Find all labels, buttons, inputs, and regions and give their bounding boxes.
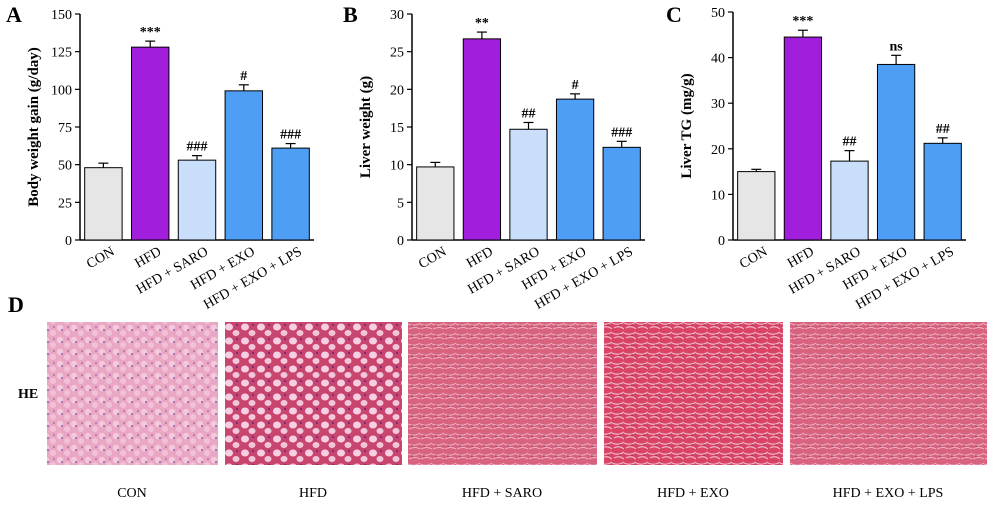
histology-images (47, 322, 987, 465)
bar (555, 98, 595, 241)
bar (876, 63, 916, 241)
y-tick-label: 40 (711, 52, 725, 67)
panel-label: D (8, 292, 24, 317)
y-tick-label: 25 (58, 196, 72, 211)
significance-label: ## (843, 135, 857, 150)
y-tick-label: 50 (711, 6, 725, 21)
y-tick-label: 150 (51, 8, 72, 23)
x-tick-label: HFD (132, 244, 164, 271)
y-tick-label: 30 (390, 8, 404, 23)
bar (416, 166, 455, 241)
histology-image (408, 322, 597, 465)
bar (177, 159, 217, 241)
y-tick-label: 50 (58, 159, 72, 174)
bar (737, 171, 776, 241)
panel-label: C (666, 2, 682, 27)
bar (509, 128, 548, 241)
significance-label: ** (475, 16, 489, 31)
significance-label: ## (522, 106, 536, 121)
panel-label: B (343, 2, 358, 27)
y-tick-label: 10 (390, 159, 404, 174)
y-tick-label: 75 (58, 121, 72, 136)
x-tick-label: CON (84, 244, 117, 272)
x-tick-label: CON (737, 244, 770, 272)
y-tick-label: 20 (390, 83, 404, 98)
x-tick-label: CON (416, 244, 449, 272)
y-tick-label: 25 (390, 46, 404, 61)
caption: HFD + EXO (657, 486, 729, 501)
y-tick-label: 0 (397, 234, 404, 249)
y-tick-label: 30 (711, 97, 725, 112)
histology-image (225, 322, 402, 465)
significance-label: ## (936, 122, 950, 137)
bar (783, 36, 823, 241)
bar (271, 147, 310, 241)
y-tick-label: 100 (51, 83, 72, 98)
significance-label: # (240, 69, 247, 84)
bar (130, 46, 170, 241)
significance-label: ### (187, 140, 208, 155)
bar (923, 142, 962, 241)
y-tick-label: 0 (65, 234, 72, 249)
significance-label: ### (611, 125, 632, 140)
x-tick-label: HFD (464, 244, 496, 271)
significance-label: ### (280, 128, 301, 143)
bar (84, 167, 123, 241)
bar (602, 146, 641, 241)
bar (224, 90, 264, 241)
y-axis-label: Liver TG (mg/g) (679, 73, 695, 178)
caption: CON (117, 486, 147, 501)
histology-image (604, 322, 783, 465)
caption: HFD + EXO + LPS (833, 486, 944, 501)
significance-label: *** (140, 25, 161, 40)
bar (462, 38, 502, 241)
y-axis-label: Liver weight (g) (358, 76, 374, 178)
y-tick-label: 20 (711, 143, 725, 158)
bar (830, 160, 869, 241)
significance-label: ns (889, 39, 903, 54)
significance-label: *** (792, 14, 813, 29)
stain-label: HE (18, 387, 38, 402)
histology-image (47, 322, 218, 465)
histology-image (790, 322, 987, 465)
significance-label: # (572, 78, 579, 93)
y-axis-label: Body weight gain (g/day) (26, 47, 42, 207)
y-tick-label: 10 (711, 188, 725, 203)
y-tick-label: 0 (718, 234, 725, 249)
y-tick-label: 125 (51, 46, 72, 61)
caption: HFD (299, 486, 327, 501)
y-tick-label: 15 (390, 121, 404, 136)
y-tick-label: 5 (397, 196, 404, 211)
caption: HFD + SARO (462, 486, 542, 501)
x-tick-label: HFD (785, 244, 817, 271)
panel-label: A (6, 2, 22, 27)
